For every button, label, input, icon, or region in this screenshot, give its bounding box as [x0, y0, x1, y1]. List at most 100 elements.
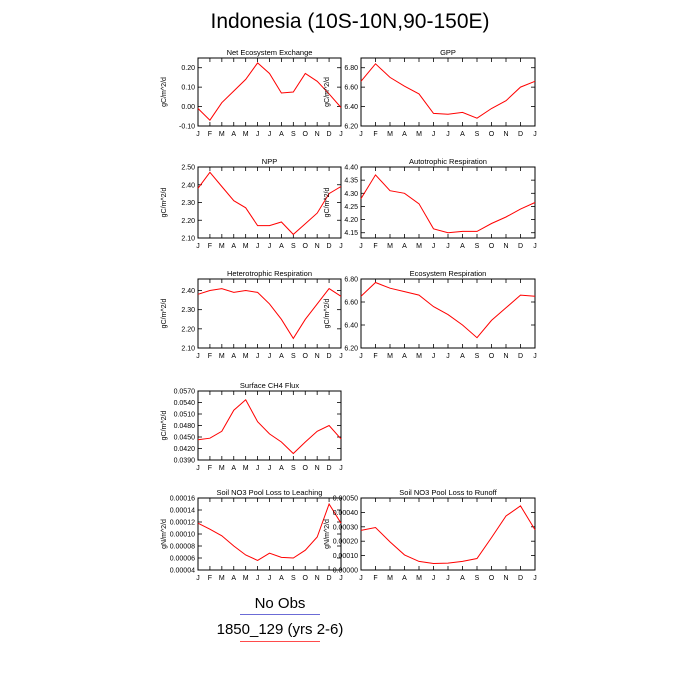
- x-tick-label: M: [243, 575, 249, 582]
- x-tick-label: M: [219, 465, 225, 472]
- y-tick-label: 0.00020: [333, 539, 358, 546]
- y-tick-label: 4.20: [344, 217, 358, 224]
- x-tick-label: J: [359, 575, 363, 582]
- x-tick-label: N: [315, 243, 320, 250]
- x-tick-label: O: [489, 131, 495, 138]
- y-tick-label: 2.30: [181, 200, 195, 207]
- x-tick-label: J: [256, 131, 260, 138]
- y-tick-label: 0.0450: [174, 435, 196, 442]
- legend-no-obs-line: [240, 614, 320, 615]
- x-tick-label: M: [219, 353, 225, 360]
- plot-frame: [197, 166, 342, 239]
- y-tick-label: -0.10: [179, 124, 195, 131]
- x-tick-label: J: [196, 465, 200, 472]
- x-tick-label: A: [402, 353, 407, 360]
- x-tick-label: D: [518, 575, 523, 582]
- chart-title: NPP: [262, 157, 277, 166]
- x-tick-label: D: [327, 243, 332, 250]
- series-line: [197, 62, 342, 121]
- x-tick-label: M: [387, 353, 393, 360]
- x-tick-label: D: [327, 353, 332, 360]
- y-tick-label: 0.00000: [333, 568, 358, 575]
- x-tick-label: N: [503, 131, 508, 138]
- x-tick-label: A: [231, 575, 236, 582]
- chart-8: Soil NO3 Pool Loss to Leaching 0.00016 0.0…: [161, 488, 343, 582]
- x-tick-label: M: [416, 575, 422, 582]
- x-tick-label: A: [279, 465, 284, 472]
- x-tick-label: J: [446, 575, 450, 582]
- series-line: [197, 399, 342, 455]
- y-tick-label: 2.50: [181, 165, 195, 172]
- x-tick-label: A: [231, 465, 236, 472]
- y-tick-label: 0.0480: [174, 423, 196, 430]
- y-axis-label: gN/m^2/d: [161, 519, 168, 549]
- x-tick-label: M: [416, 353, 422, 360]
- plot-frame: [360, 278, 536, 349]
- y-tick-label: 6.60: [344, 300, 358, 307]
- x-tick-label: J: [339, 131, 343, 138]
- x-tick-label: J: [256, 465, 260, 472]
- x-tick-label: S: [475, 243, 480, 250]
- x-tick-label: M: [387, 131, 393, 138]
- x-tick-label: M: [219, 131, 225, 138]
- x-tick-label: A: [231, 131, 236, 138]
- y-tick-label: 6.20: [344, 124, 358, 131]
- x-tick-label: J: [339, 353, 343, 360]
- x-tick-label: N: [503, 575, 508, 582]
- y-tick-label: 2.40: [181, 288, 195, 295]
- y-tick-label: 0.00040: [333, 510, 358, 517]
- x-tick-label: J: [533, 243, 537, 250]
- x-tick-label: F: [373, 353, 377, 360]
- x-tick-label: J: [196, 243, 200, 250]
- y-axis-label: gC/m^2/d: [161, 411, 168, 441]
- x-tick-label: M: [219, 243, 225, 250]
- x-tick-label: F: [373, 243, 377, 250]
- x-tick-label: A: [231, 353, 236, 360]
- x-tick-label: J: [533, 575, 537, 582]
- x-tick-label: J: [432, 243, 436, 250]
- x-tick-label: J: [446, 353, 450, 360]
- y-tick-label: 2.40: [181, 182, 195, 189]
- x-tick-label: D: [518, 353, 523, 360]
- y-tick-label: 0.20: [181, 65, 195, 72]
- x-tick-label: S: [475, 353, 480, 360]
- chart-title: Ecosystem Respiration: [410, 269, 487, 278]
- y-tick-label: 0.00012: [170, 520, 195, 527]
- x-tick-label: D: [518, 243, 523, 250]
- x-tick-label: J: [432, 575, 436, 582]
- x-tick-label: M: [387, 243, 393, 250]
- y-tick-label: 0.00050: [333, 496, 358, 503]
- x-tick-label: A: [402, 131, 407, 138]
- x-tick-label: J: [268, 243, 272, 250]
- x-tick-label: A: [279, 575, 284, 582]
- y-tick-label: 0.0570: [174, 389, 196, 396]
- x-tick-label: O: [303, 575, 309, 582]
- y-axis-label: gC/m^2/d: [324, 77, 331, 107]
- x-tick-label: N: [503, 353, 508, 360]
- x-tick-label: N: [315, 131, 320, 138]
- x-tick-label: J: [256, 575, 260, 582]
- y-tick-label: 4.40: [344, 165, 358, 172]
- x-tick-label: J: [339, 243, 343, 250]
- x-tick-label: N: [503, 243, 508, 250]
- x-tick-label: N: [315, 575, 320, 582]
- x-tick-label: O: [303, 131, 309, 138]
- x-tick-label: O: [303, 243, 309, 250]
- x-tick-label: F: [208, 243, 212, 250]
- x-tick-label: A: [402, 575, 407, 582]
- x-tick-label: J: [268, 353, 272, 360]
- x-tick-label: J: [196, 131, 200, 138]
- x-tick-label: F: [208, 131, 212, 138]
- plot-frame: [360, 497, 536, 571]
- chart-5: Heterotrophic Respiration 2.40 2.30 2.20 2.1…: [161, 269, 343, 360]
- x-tick-label: J: [533, 353, 537, 360]
- y-tick-label: 6.40: [344, 323, 358, 330]
- x-tick-label: A: [279, 243, 284, 250]
- y-axis-label: gC/m^2/d: [324, 188, 331, 218]
- y-axis-label: gC/m^2/d: [161, 77, 168, 107]
- x-tick-label: J: [268, 575, 272, 582]
- legend-run-label: 1850_129 (yrs 2-6): [216, 621, 344, 638]
- x-tick-label: J: [533, 131, 537, 138]
- plot-frame: [360, 57, 536, 127]
